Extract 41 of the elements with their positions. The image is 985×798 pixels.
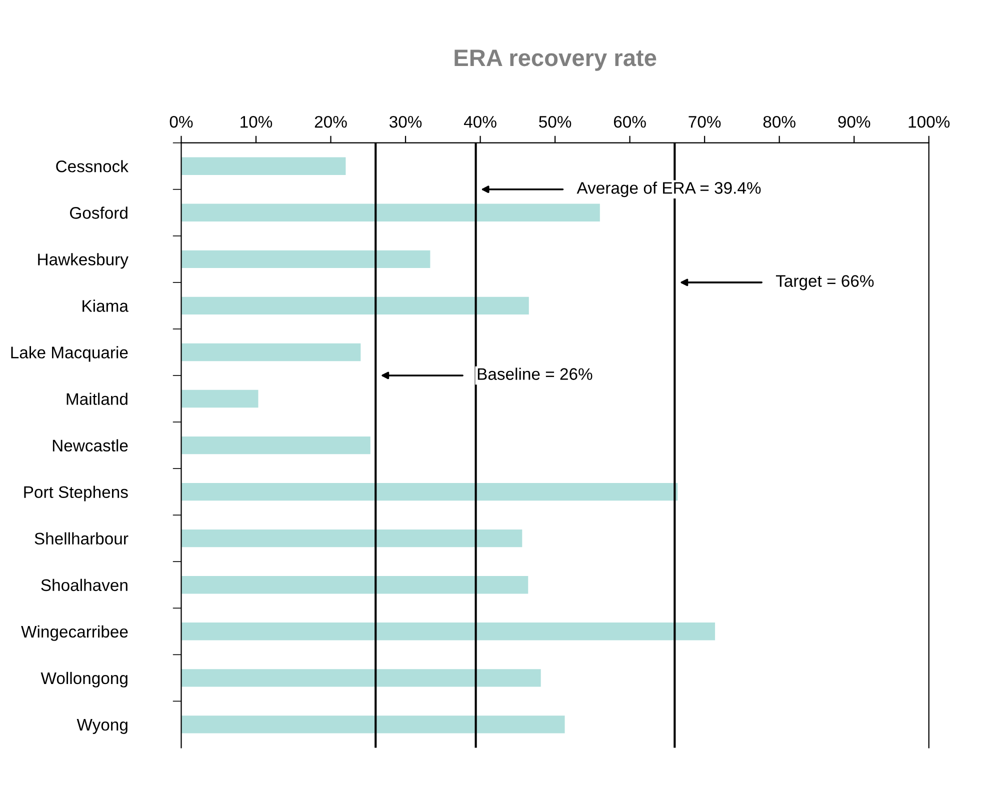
y-tick-label: Cessnock [56,160,128,172]
bar [181,390,258,408]
y-tick-label: Kiama [82,300,128,312]
ref-line-label: Baseline = 26% [478,368,592,380]
x-tick-label: 70% [688,116,721,128]
y-tick-label: Port Stephens [24,486,128,502]
ref-line-label: Average of ERA = 39.4% [576,182,761,198]
x-tick-label: 20% [314,116,347,128]
x-tick-label: 0% [170,116,193,128]
bar [181,157,346,175]
x-tick-label: 50% [539,116,572,128]
bar [181,576,528,594]
bar [181,204,600,222]
bar [181,669,541,687]
bar [181,296,529,315]
y-tick-label: Shellharbour [34,532,128,545]
chart-title: ERA recovery rate [454,50,656,71]
x-tick-label: 90% [838,116,870,128]
y-tick-label: Wyong [76,719,128,734]
y-tick-label: Shoalhaven [41,578,128,592]
x-tick-label: 10% [240,116,272,128]
bar [181,530,522,548]
x-tick-label: 60% [614,116,646,128]
x-tick-label: 40% [464,116,496,128]
x-tick-label: 80% [763,116,796,128]
y-tick-label: Wollongong [40,672,128,688]
y-tick-label: Hawkesbury [38,253,128,269]
y-tick-label: Lake Macquarie [11,346,128,362]
bar [181,343,361,362]
x-tick-label: 100% [908,116,950,128]
y-tick-label: Newcastle [52,439,128,452]
y-tick-label: Wingecarribee [21,625,128,641]
y-tick-label: Maitland [66,392,128,405]
y-tick-label: Gosford [70,206,128,219]
ref-line-label: Target = 66% [776,275,874,290]
x-tick-label: 30% [389,116,422,128]
bar [181,716,565,734]
bar [181,482,678,501]
bar [181,436,370,454]
bar [181,250,430,268]
bar [181,622,716,640]
